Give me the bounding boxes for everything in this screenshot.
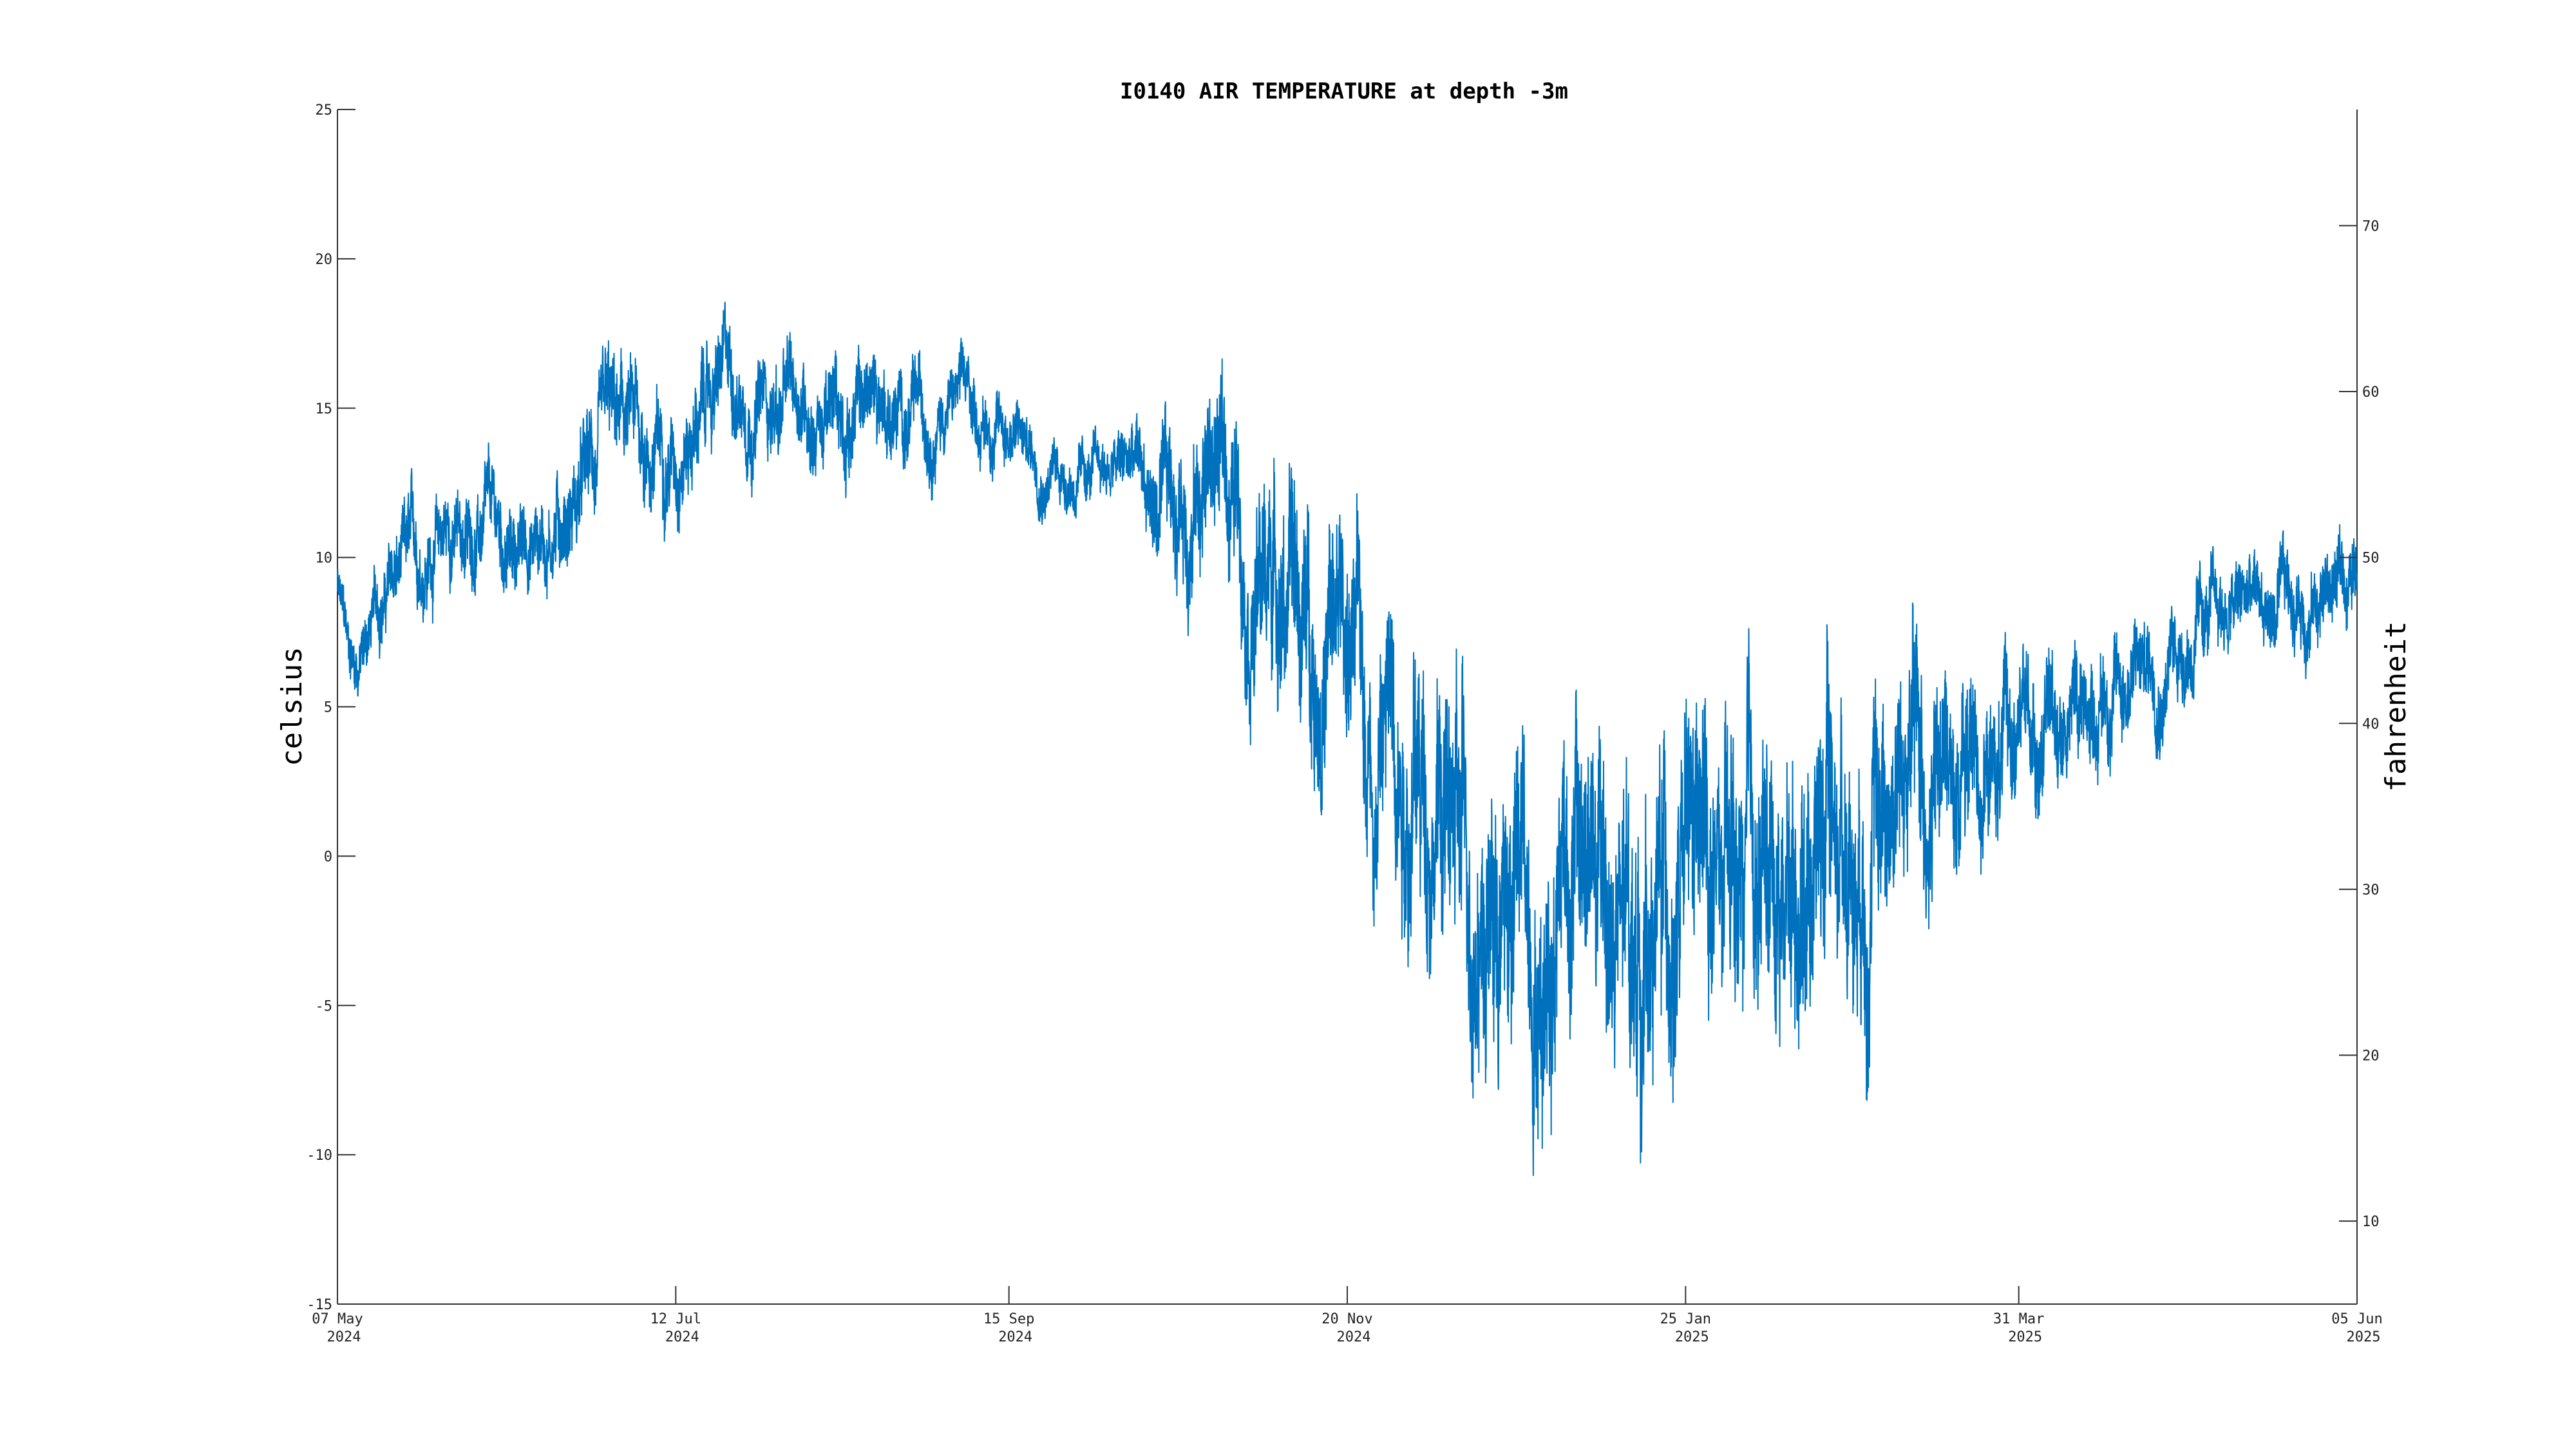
left-y-ticks: -15 -10 -5 0 5 10 15 20 25 — [307, 102, 355, 1313]
y2-tick-label: 30 — [2362, 882, 2380, 898]
y2-axis-label: fahrenheit — [2380, 621, 2412, 792]
plot-area — [337, 109, 2358, 1305]
x-tick-year-label: 2024 — [327, 1329, 361, 1345]
x-tick-label: 07 May — [312, 1311, 363, 1327]
y2-tick-label: 40 — [2362, 716, 2380, 732]
x-tick-year-label: 2024 — [998, 1329, 1032, 1345]
x-ticks: 07 May 2024 12 Jul 2024 15 Sep 2024 20 Nov 2024… — [312, 1286, 2383, 1345]
x-tick-label: 25 Jan — [1660, 1311, 1711, 1327]
y2-tick-label: 20 — [2362, 1048, 2380, 1065]
x-tick-year-label: 2025 — [2347, 1329, 2381, 1345]
y-tick-label: 20 — [316, 252, 333, 268]
y2-tick-label: 10 — [2362, 1214, 2380, 1230]
y-tick-label: 10 — [316, 551, 333, 567]
x-tick-label: 31 Mar — [1993, 1311, 2044, 1327]
x-tick-year-label: 2024 — [1337, 1329, 1371, 1345]
x-tick-label: 05 Jun — [2331, 1311, 2382, 1327]
y2-tick-label: 60 — [2362, 384, 2380, 401]
right-y-ticks: 10 20 30 40 50 60 70 — [2339, 218, 2380, 1230]
y2-tick-label: 70 — [2362, 218, 2380, 234]
x-tick-year-label: 2024 — [665, 1329, 699, 1345]
y-tick-label: -5 — [316, 998, 333, 1014]
y-tick-label: -15 — [307, 1297, 332, 1313]
x-tick-year-label: 2025 — [1675, 1329, 1709, 1345]
y-tick-label: 25 — [316, 102, 333, 118]
x-tick-label: 20 Nov — [1321, 1311, 1372, 1327]
chart-title: I0140 AIR TEMPERATURE at depth -3m — [1120, 79, 1568, 104]
y-tick-label: 5 — [324, 700, 332, 716]
y-tick-label: -10 — [307, 1148, 332, 1164]
x-tick-label: 12 Jul — [650, 1311, 701, 1327]
y-axis-label: celsius — [276, 647, 308, 766]
y2-tick-label: 50 — [2362, 551, 2380, 567]
x-tick-year-label: 2025 — [2008, 1329, 2042, 1345]
x-tick-label: 15 Sep — [983, 1311, 1034, 1327]
temperature-series-line — [337, 301, 2358, 1177]
y-tick-label: 15 — [316, 401, 333, 417]
y-tick-label: 0 — [324, 849, 332, 865]
